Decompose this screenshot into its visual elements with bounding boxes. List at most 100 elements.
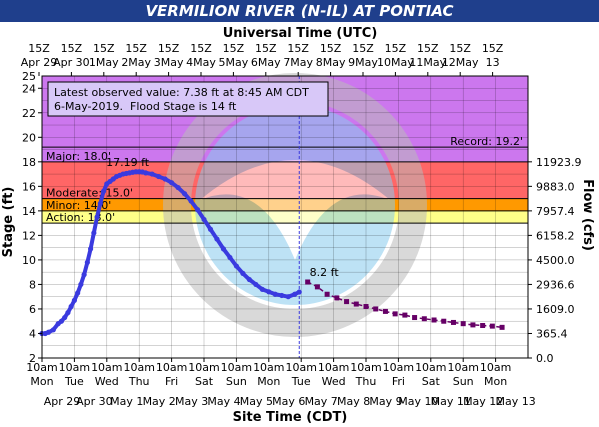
forecast-point xyxy=(450,319,456,325)
forecast-point xyxy=(441,318,447,324)
bottom-tick-day: Mon xyxy=(257,375,280,388)
plot-frame xyxy=(41,75,529,359)
bottom-tick-day: Tue xyxy=(64,375,84,388)
bottom-tick-date: May 5 xyxy=(240,395,273,408)
observed-point xyxy=(169,180,175,186)
bottom-tick-day: Sun xyxy=(226,375,247,388)
y-tick-label: 14 xyxy=(22,205,36,218)
bottom-tick-date: May 1 xyxy=(110,395,143,408)
observed-point xyxy=(81,272,87,278)
y-tick-label: 10 xyxy=(22,254,36,267)
bottom-tick-date: Apr 29 xyxy=(44,395,81,408)
observed-point xyxy=(201,216,207,223)
bottom-tick-time: 10am xyxy=(188,361,219,374)
observed-point xyxy=(149,171,155,177)
forecast-point xyxy=(412,315,418,321)
bottom-tick-date: May 4 xyxy=(207,395,240,408)
observed-point xyxy=(58,318,65,324)
bottom-tick-date: May 12 xyxy=(463,395,503,408)
observed-point xyxy=(246,276,252,283)
observed-point xyxy=(84,259,90,265)
info-box-latest-value: Latest observed value: 7.38 ft at 8:45 A… xyxy=(54,86,309,99)
forecast-point xyxy=(334,295,340,301)
observed-point xyxy=(45,329,52,335)
forecast-point xyxy=(460,321,466,327)
y-tick-label-top: 25 xyxy=(22,70,36,83)
top-tick-time: 15Z xyxy=(449,42,471,55)
bottom-tick-date: May 10 xyxy=(398,395,438,408)
info-box-flood-stage: Flood Stage is 14 ft xyxy=(130,100,237,113)
forecast-point xyxy=(421,316,427,322)
bottom-tick-time: 10am xyxy=(221,361,252,374)
forecast-point xyxy=(363,304,369,310)
forecast-point xyxy=(470,322,476,328)
y-tick-label: 22 xyxy=(22,107,36,120)
bottom-tick-time: 10am xyxy=(383,361,414,374)
bottom-tick-date: May 2 xyxy=(143,395,176,408)
top-tick-time: 15Z xyxy=(61,42,83,55)
forecast-point xyxy=(353,301,359,307)
bottom-tick-time: 10am xyxy=(156,361,187,374)
y-axis-title: Stage (ft) xyxy=(1,187,16,258)
flow-tick-label: 1609.0 xyxy=(536,303,575,316)
bottom-tick-date: May 11 xyxy=(431,395,471,408)
observed-point xyxy=(156,173,162,180)
bottom-tick-time: 10am xyxy=(350,361,381,374)
bottom-tick-date: Apr 30 xyxy=(76,395,113,408)
top-tick-date: 10May xyxy=(377,56,414,69)
threshold-label-action: Action: 13.0' xyxy=(46,211,115,224)
bottom-tick-date: May 6 xyxy=(272,395,305,408)
info-box-date: 6-May-2019. xyxy=(54,100,123,113)
forecast-point xyxy=(489,323,495,329)
watermark-bird xyxy=(200,160,390,260)
y-tick-label: 20 xyxy=(22,131,36,144)
bottom-tick-time: 10am xyxy=(447,361,478,374)
flow-tick-label: 9883.0 xyxy=(536,180,575,193)
bottom-tick-day: Fri xyxy=(165,375,178,388)
bottom-tick-time: 10am xyxy=(480,361,511,374)
forecast-point xyxy=(480,323,486,329)
bottom-tick-day: Fri xyxy=(392,375,405,388)
bottom-tick-time: 10am xyxy=(59,361,90,374)
top-tick-time: 15Z xyxy=(320,42,342,55)
observed-point xyxy=(272,291,278,297)
top-tick-date: 4May xyxy=(186,56,216,69)
bottom-tick-day: Wed xyxy=(322,375,346,388)
y-tick-label: 8 xyxy=(29,278,36,291)
observed-point xyxy=(220,246,227,252)
top-tick-time: 15Z xyxy=(482,42,504,55)
observed-point xyxy=(68,303,74,310)
observed-point xyxy=(94,214,100,220)
bottom-tick-date: May 7 xyxy=(305,395,338,408)
bottom-tick-day: Mon xyxy=(30,375,53,388)
observed-point xyxy=(233,263,239,269)
observed-point xyxy=(285,294,291,300)
y2-axis-title: Flow (cfs) xyxy=(580,179,595,251)
top-tick-time: 15Z xyxy=(417,42,439,55)
bottom-tick-date: May 3 xyxy=(175,395,208,408)
forecast-point xyxy=(344,299,350,305)
chart-title: VERMILION RIVER (N-IL) AT PONTIAC xyxy=(0,0,599,22)
top-tick-date: Apr 29 xyxy=(21,56,58,69)
forecast-point xyxy=(431,317,437,323)
top-tick-date: 8May xyxy=(316,56,346,69)
flow-tick-label: 7957.4 xyxy=(536,205,575,218)
top-tick-date: 3May xyxy=(154,56,184,69)
observed-point xyxy=(253,281,259,288)
top-tick-date: 11May xyxy=(409,56,446,69)
forecast-label: 8.2 ft xyxy=(310,266,340,279)
observed-point xyxy=(97,200,103,207)
top-axis-title: Universal Time (UTC) xyxy=(223,26,378,41)
observed-point xyxy=(207,226,214,232)
observed-point xyxy=(175,184,181,191)
observed-point xyxy=(100,188,107,194)
observed-point xyxy=(296,289,302,295)
observed-point xyxy=(292,291,298,297)
observed-point xyxy=(65,310,71,316)
bottom-tick-day: Thu xyxy=(355,375,377,388)
top-tick-time: 15Z xyxy=(190,42,212,55)
top-tick-time: 15Z xyxy=(28,42,50,55)
observed-point xyxy=(240,270,246,276)
flow-tick-label: 11923.9 xyxy=(536,156,582,169)
